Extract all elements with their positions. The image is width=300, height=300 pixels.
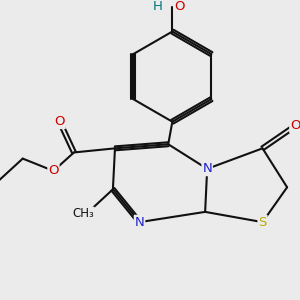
Text: S: S bbox=[258, 216, 267, 229]
Text: O: O bbox=[48, 164, 59, 177]
Text: O: O bbox=[290, 119, 300, 132]
Text: O: O bbox=[54, 115, 65, 128]
Text: O: O bbox=[174, 0, 184, 14]
Text: CH₃: CH₃ bbox=[72, 207, 94, 220]
Text: N: N bbox=[202, 162, 212, 175]
Text: H: H bbox=[153, 0, 163, 14]
Text: N: N bbox=[135, 216, 144, 229]
